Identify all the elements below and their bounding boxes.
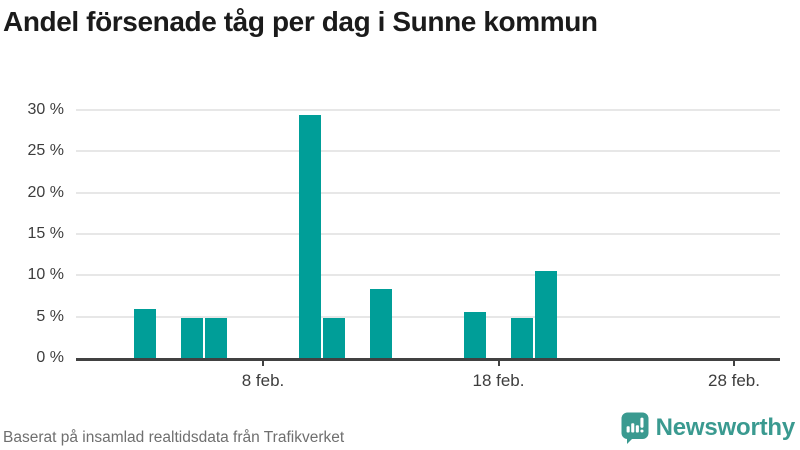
newsworthy-logo: Newsworthy bbox=[621, 412, 795, 444]
y-axis-tick-label: 15 % bbox=[27, 224, 64, 242]
y-axis-tick-label: 30 % bbox=[27, 100, 64, 118]
gridline bbox=[76, 108, 780, 111]
bar-day-13 bbox=[369, 289, 392, 358]
x-axis-tick bbox=[497, 358, 500, 366]
newsworthy-logo-icon bbox=[621, 412, 649, 444]
bar-day-11 bbox=[322, 318, 345, 358]
y-axis-tick-label: 0 % bbox=[36, 349, 64, 366]
x-axis-line bbox=[76, 358, 780, 361]
bar-day-19 bbox=[511, 318, 533, 358]
gridline bbox=[76, 191, 780, 194]
y-axis-tick-label: 10 % bbox=[27, 266, 64, 284]
x-axis-tick-label: 18 feb. bbox=[472, 371, 525, 390]
bar-day-5 bbox=[181, 318, 204, 358]
y-axis-tick-label: 20 % bbox=[27, 183, 64, 201]
gridline bbox=[76, 315, 780, 318]
gridline bbox=[76, 150, 780, 153]
y-axis-tick-label: 25 % bbox=[27, 142, 64, 160]
chart-title: Andel försenade tåg per dag i Sunne komm… bbox=[3, 6, 598, 37]
gridline bbox=[76, 274, 780, 277]
x-axis-tick bbox=[262, 358, 264, 366]
x-axis-tick-label: 8 feb. bbox=[241, 371, 285, 390]
bar-day-3 bbox=[134, 309, 157, 358]
newsworthy-wordmark: Newsworthy bbox=[655, 414, 796, 441]
y-axis-tick-label: 5 % bbox=[36, 307, 64, 325]
source-note: Baserat på insamlad realtidsdata från Tr… bbox=[3, 429, 345, 446]
bar-day-17 bbox=[464, 311, 486, 358]
x-axis-tick bbox=[733, 358, 735, 366]
bar-day-20 bbox=[534, 271, 557, 358]
bar-day-6 bbox=[204, 318, 227, 358]
bar-day-10 bbox=[299, 114, 322, 358]
gridline bbox=[76, 232, 780, 235]
x-axis-tick-label: 28 feb. bbox=[708, 371, 760, 390]
